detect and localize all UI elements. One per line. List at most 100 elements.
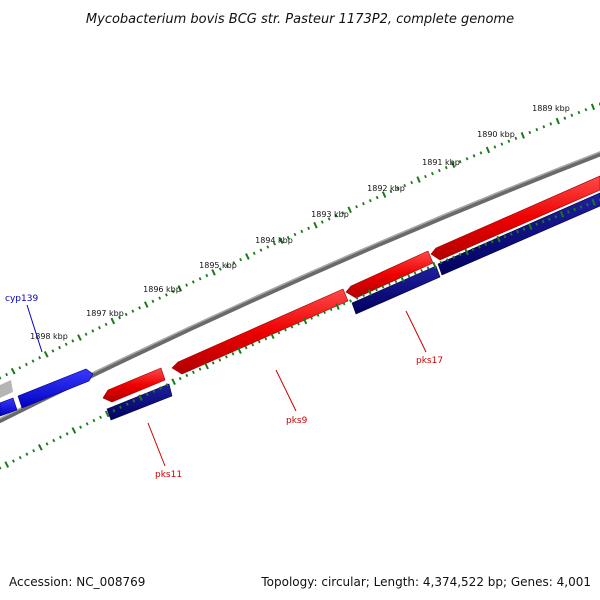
minor-tick — [45, 442, 49, 446]
minor-tick — [389, 189, 393, 194]
minor-tick — [266, 245, 270, 249]
major-tick — [77, 334, 82, 341]
minor-tick — [91, 329, 95, 333]
gene-arrow-grey[interactable] — [0, 380, 13, 398]
minor-tick — [293, 232, 297, 237]
tick-label: 1890 kbp — [477, 130, 515, 139]
minor-tick — [500, 142, 504, 146]
minor-tick — [362, 293, 365, 297]
minor-tick — [528, 130, 532, 135]
minor-tick — [277, 331, 281, 335]
minor-tick — [472, 154, 476, 158]
minor-tick — [132, 399, 136, 403]
minor-tick — [244, 346, 248, 350]
minor-tick — [341, 211, 345, 215]
gene-label-cyp139[interactable]: cyp139 — [5, 294, 38, 304]
gene-arrow-pks17[interactable] — [351, 265, 441, 315]
gene-arrow-blue-partial[interactable] — [0, 397, 18, 417]
gene-label-pks11[interactable]: pks11 — [155, 470, 182, 480]
gene-arrow-red-4[interactable] — [430, 175, 600, 261]
major-tick — [143, 301, 149, 308]
minor-tick — [310, 316, 313, 320]
major-tick — [38, 444, 43, 451]
minor-tick — [355, 296, 359, 300]
minor-tick — [577, 110, 581, 115]
minor-tick — [25, 452, 29, 456]
major-tick — [555, 117, 560, 125]
major-tick — [138, 394, 143, 401]
minor-tick — [413, 271, 417, 275]
major-tick — [110, 317, 116, 325]
minor-tick — [484, 242, 488, 246]
minor-tick — [99, 415, 102, 419]
accession-text: Accession: NC_008769 — [9, 575, 145, 589]
major-tick — [171, 378, 176, 386]
minor-tick — [198, 277, 202, 281]
gene-arrow-pks11[interactable] — [106, 383, 173, 421]
minor-tick — [381, 285, 385, 289]
minor-tick — [439, 260, 443, 265]
gene-arrow-cyp139[interactable] — [17, 368, 94, 409]
major-tick — [270, 332, 275, 340]
minor-tick — [71, 339, 75, 343]
tick-label: 1896 kbp — [143, 285, 181, 294]
inner-tick-ring — [0, 198, 600, 470]
major-tick — [590, 103, 596, 111]
minor-tick — [178, 376, 182, 381]
major-tick — [381, 191, 387, 198]
major-tick — [211, 269, 216, 276]
minor-tick — [458, 252, 462, 257]
minor-tick — [579, 205, 583, 209]
major-tick — [464, 248, 469, 256]
minor-tick — [145, 392, 149, 397]
tick-label: 1894 kbp — [255, 236, 293, 245]
minor-tick — [368, 199, 372, 203]
minor-tick — [290, 325, 294, 329]
gene-arrow-navy-3[interactable] — [437, 192, 600, 276]
minor-tick — [584, 108, 588, 112]
minor-tick — [424, 174, 427, 179]
minor-tick — [51, 349, 55, 353]
gene-label-pks17[interactable]: pks17 — [416, 356, 443, 366]
minor-tick — [586, 203, 589, 207]
minor-tick — [407, 274, 411, 278]
gene-arrow-red-1[interactable] — [102, 367, 166, 403]
label-connector-pks11 — [147, 422, 166, 467]
minor-tick — [185, 283, 189, 287]
minor-tick — [5, 372, 9, 377]
minor-tick — [490, 240, 494, 244]
minor-tick — [12, 459, 15, 463]
minor-tick — [514, 136, 518, 140]
minor-tick — [342, 302, 346, 306]
major-tick — [279, 237, 284, 245]
minor-tick — [563, 116, 567, 120]
minor-tick — [273, 242, 277, 246]
label-connector-pks17 — [405, 310, 427, 353]
minor-tick — [516, 229, 520, 234]
minor-tick — [138, 306, 141, 310]
minor-tick — [549, 122, 553, 126]
minor-tick — [323, 310, 326, 314]
minor-tick — [151, 299, 155, 304]
minor-tick — [396, 186, 400, 191]
minor-tick — [158, 386, 162, 390]
minor-tick — [297, 322, 300, 326]
minor-tick — [471, 247, 475, 252]
minor-tick — [24, 362, 28, 367]
minor-tick — [164, 293, 168, 297]
major-tick — [104, 410, 110, 418]
gene-arrow-pks9[interactable] — [171, 288, 349, 375]
minor-tick — [410, 180, 414, 185]
minor-tick — [152, 389, 156, 393]
minor-tick — [64, 342, 68, 346]
major-tick — [432, 261, 437, 269]
minor-tick — [224, 355, 228, 359]
minor-tick — [18, 366, 22, 370]
gene-label-pks9[interactable]: pks9 — [286, 416, 308, 426]
minor-tick — [329, 307, 333, 312]
minor-tick — [85, 422, 89, 426]
minor-tick — [349, 299, 352, 303]
minor-tick — [477, 245, 481, 249]
minor-tick — [403, 183, 407, 188]
minor-tick — [522, 227, 526, 231]
